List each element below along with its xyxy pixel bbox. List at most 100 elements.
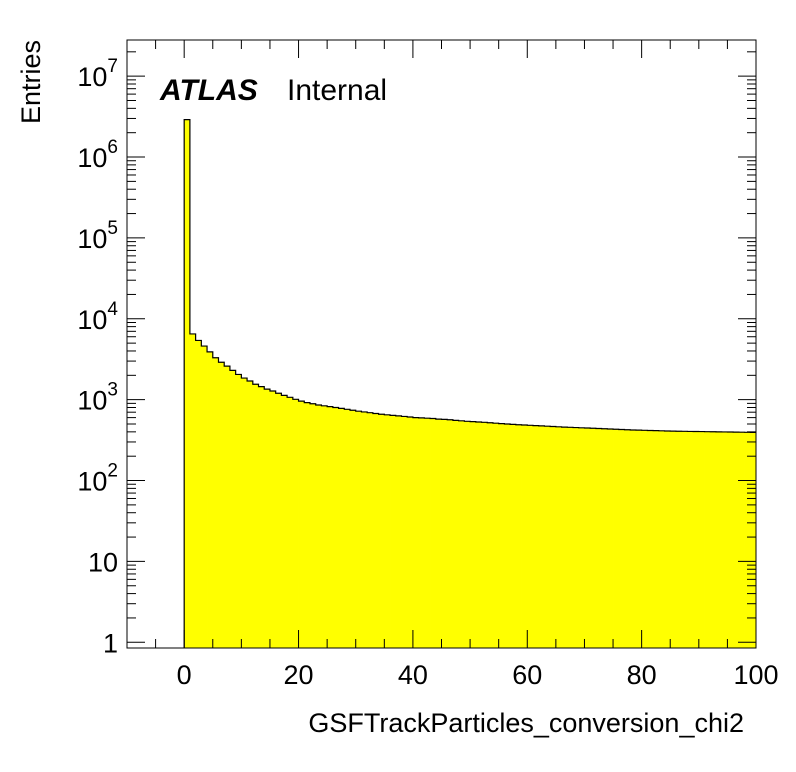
x-tick-label: 100: [733, 660, 778, 690]
histogram-bin: [384, 414, 391, 648]
histogram-bin: [698, 431, 705, 648]
x-tick-label: 40: [398, 660, 428, 690]
histogram-bin: [607, 428, 614, 648]
histogram-bin: [292, 399, 299, 648]
histogram-bin: [618, 429, 625, 648]
x-tick-label: 60: [512, 660, 542, 690]
histogram-bin: [521, 425, 528, 648]
histogram-bin: [298, 401, 305, 648]
histogram-bin: [573, 427, 580, 648]
histogram-bin: [407, 417, 414, 648]
histogram-bin: [727, 432, 734, 648]
histogram-bin: [367, 412, 374, 648]
x-axis-title: GSFTrackParticles_conversion_chi2: [308, 708, 744, 738]
histogram-bin: [733, 432, 740, 648]
atlas-label: ATLAS: [159, 74, 258, 107]
histogram-bin: [247, 381, 254, 648]
histogram-bin: [704, 431, 711, 648]
histogram-bin: [458, 420, 465, 648]
histogram-bin: [424, 418, 431, 648]
histogram-bin: [395, 415, 402, 648]
histogram-bin: [447, 419, 454, 648]
histogram-bin: [670, 431, 677, 648]
histogram-bin: [184, 119, 191, 649]
histogram-bin: [630, 429, 637, 648]
histogram-bin: [418, 417, 425, 648]
histogram-bin: [378, 414, 385, 648]
histogram-bin: [647, 430, 654, 648]
histogram-bin: [372, 413, 379, 648]
histogram-bin: [264, 389, 271, 648]
x-tick-labels: 0 20 40 60 80 100: [177, 660, 779, 690]
histogram-bin: [344, 409, 351, 648]
y-tick-label: 103: [77, 380, 118, 416]
y-tick-label: 102: [77, 461, 118, 497]
y-tick-labels: 1 10 102 103 104 105 106 107: [77, 56, 118, 658]
histogram-bin: [258, 386, 265, 648]
histogram-bin: [664, 430, 671, 648]
histogram-bin: [287, 397, 294, 648]
histogram-bin: [338, 408, 345, 648]
histogram-bin: [315, 404, 322, 648]
histogram-bin: [744, 432, 751, 648]
histogram-bin: [195, 340, 202, 648]
histogram-bin: [201, 346, 208, 648]
histogram-bin: [212, 357, 219, 648]
histogram-bin: [613, 429, 620, 648]
histogram-bin: [470, 421, 477, 648]
histogram-bin: [738, 432, 745, 648]
y-axis-title: Entries: [16, 40, 46, 124]
histogram-bin: [687, 431, 694, 648]
histogram-bins: [183, 119, 757, 649]
histogram-bin: [492, 423, 500, 648]
histogram-bin: [275, 393, 282, 648]
histogram-bin: [721, 431, 728, 648]
histogram-bin: [361, 411, 368, 648]
histogram-bin: [207, 351, 214, 648]
histogram-bin: [430, 418, 437, 648]
histogram-bin: [590, 428, 597, 648]
histogram-bin: [218, 362, 225, 648]
y-tick-label: 1: [103, 628, 118, 658]
histogram-bin: [241, 378, 248, 648]
histogram-bin: [189, 333, 197, 648]
histogram-bin: [641, 430, 648, 648]
histogram-bin: [269, 390, 277, 648]
histogram-bin: [355, 411, 362, 648]
y-tick-label: 104: [77, 299, 118, 335]
y-tick-label: 107: [77, 56, 118, 92]
histogram-bin: [653, 430, 660, 648]
histogram-bin: [229, 370, 237, 648]
histogram-bin: [595, 428, 603, 648]
histogram-bin: [624, 429, 631, 648]
histogram-bin: [321, 405, 328, 648]
histogram-bin: [252, 384, 259, 648]
histogram-bin: [401, 416, 408, 648]
histogram-bin: [504, 424, 511, 648]
histogram-bin: [304, 402, 311, 648]
histogram-outline: [183, 119, 756, 648]
histogram-bin: [327, 406, 334, 648]
histogram-bin: [435, 419, 442, 648]
histogram-bin: [550, 426, 557, 648]
histogram-bin: [693, 431, 700, 648]
histogram-bin: [487, 422, 494, 648]
plot-frame: [126, 39, 757, 649]
histogram-bin: [635, 430, 643, 648]
x-tick-label: 80: [627, 660, 657, 690]
histogram-bin: [441, 419, 448, 648]
histogram-bin: [567, 427, 574, 648]
histogram-bin: [412, 417, 420, 648]
histogram-bin: [601, 428, 608, 648]
histogram-bin: [750, 432, 757, 648]
histogram-bin: [578, 427, 585, 648]
y-tick-label: 106: [77, 137, 118, 173]
histogram-bin: [532, 425, 540, 648]
histogram-bin: [584, 428, 591, 648]
y-tick-label: 10: [88, 547, 118, 577]
x-tick-label: 0: [177, 660, 192, 690]
y-tick-label: 105: [77, 218, 118, 254]
histogram-bin: [235, 374, 242, 648]
histogram-bin: [561, 427, 568, 648]
histogram-bin: [498, 423, 505, 648]
